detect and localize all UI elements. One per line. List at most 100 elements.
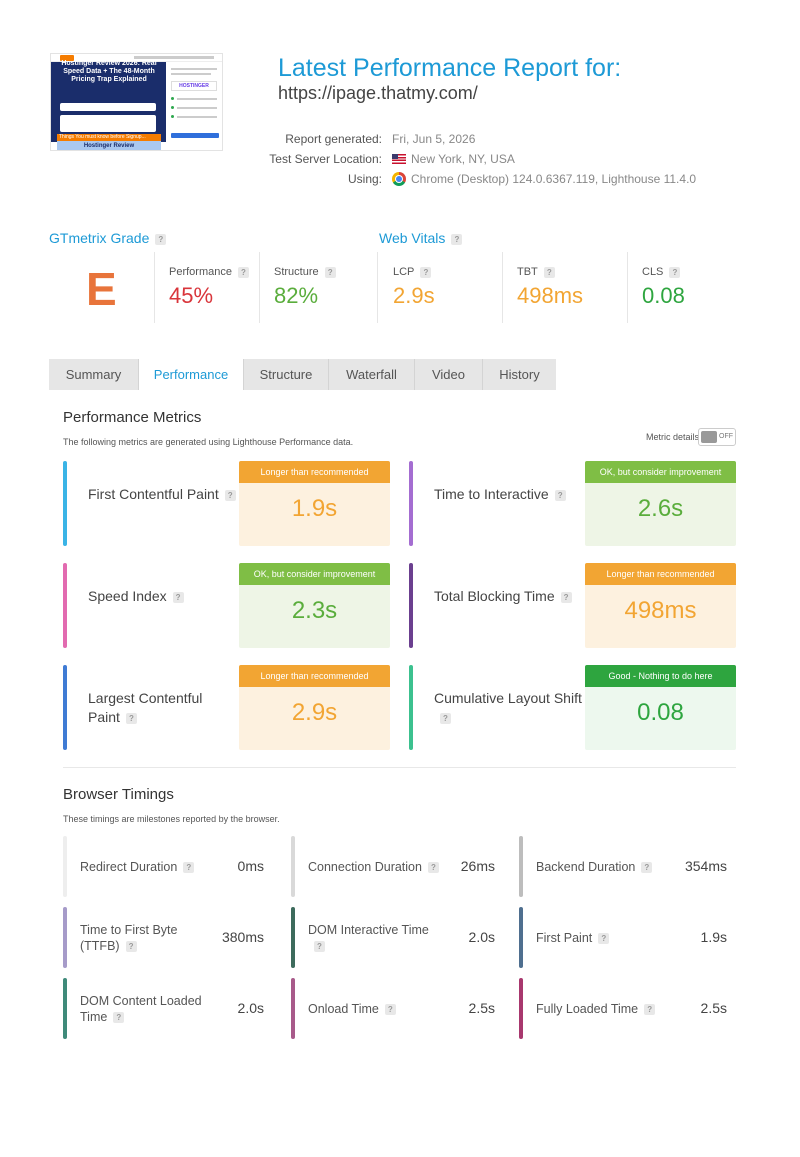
tbt-label-text: TBT xyxy=(517,266,538,278)
help-icon[interactable]: ? xyxy=(113,1011,125,1023)
help-icon[interactable]: ? xyxy=(644,1003,656,1015)
divider xyxy=(377,252,378,323)
help-icon[interactable]: ? xyxy=(125,712,137,724)
timing-label: DOM Interactive Time? xyxy=(308,907,443,968)
timing-label-text: Time to First Byte (TTFB) xyxy=(80,922,178,953)
performance-metrics-subtitle: The following metrics are generated usin… xyxy=(63,437,354,447)
report-url[interactable]: https://ipage.thatmy.com/ xyxy=(278,83,478,103)
timing-label: First Paint? xyxy=(536,907,671,968)
help-icon[interactable]: ? xyxy=(420,266,432,278)
performance-metrics-title: Performance Metrics xyxy=(63,409,202,426)
help-icon[interactable]: ? xyxy=(427,861,439,873)
meta-value: Fri, Jun 5, 2026 xyxy=(392,132,476,146)
metric-value-box: Good - Nothing to do here 0.08 xyxy=(585,665,736,750)
metric-color-bar xyxy=(63,461,67,546)
help-icon[interactable]: ? xyxy=(669,266,681,278)
metric-status-badge: Longer than recommended xyxy=(585,563,736,585)
tab-summary[interactable]: Summary xyxy=(49,359,139,390)
help-icon[interactable]: ? xyxy=(237,266,249,278)
metric-value-box: Longer than recommended 1.9s xyxy=(239,461,390,546)
help-icon[interactable]: ? xyxy=(641,861,653,873)
metric-value-box: OK, but consider improvement 2.3s xyxy=(239,563,390,648)
meta-label: Using: xyxy=(347,172,382,186)
cls-label-text: CLS xyxy=(642,266,664,278)
metric-color-bar xyxy=(63,665,67,750)
thumbnail-hero-title: Hostinger Review 2026: Real Speed Data +… xyxy=(61,60,157,83)
browser-timings-title: Browser Timings xyxy=(63,786,174,803)
help-icon[interactable]: ? xyxy=(125,940,137,952)
tab-waterfall[interactable]: Waterfall xyxy=(329,359,415,390)
metric-value-box: Longer than recommended 498ms xyxy=(585,563,736,648)
divider xyxy=(259,252,260,323)
tab-performance[interactable]: Performance xyxy=(139,359,244,390)
metric-status-badge: OK, but consider improvement xyxy=(239,563,390,585)
timing-label-text: First Paint xyxy=(536,930,593,945)
timing-label-text: Fully Loaded Time xyxy=(536,1001,639,1016)
browser-timing-item: First Paint? 1.9s xyxy=(519,907,727,968)
cls-value: 0.08 xyxy=(642,283,685,308)
help-icon[interactable]: ? xyxy=(314,940,325,952)
browser-timing-item: Time to First Byte (TTFB)? 380ms xyxy=(63,907,264,968)
performance-metric-card: Cumulative Layout Shift? Good - Nothing t… xyxy=(409,665,736,750)
grade-letter: E xyxy=(86,263,117,315)
help-icon[interactable]: ? xyxy=(440,712,451,724)
metric-status-badge: Longer than recommended xyxy=(239,461,390,483)
help-icon[interactable]: ? xyxy=(543,266,555,278)
metric-status-badge: Longer than recommended xyxy=(239,665,390,687)
timing-value: 354ms xyxy=(684,858,727,874)
thumbnail-logo xyxy=(60,55,74,61)
tab-video[interactable]: Video xyxy=(415,359,483,390)
performance-metric-card: Time to Interactive? OK, but consider imp… xyxy=(409,461,736,546)
tab-history[interactable]: History xyxy=(483,359,556,390)
performance-score: 45% xyxy=(169,283,214,308)
divider xyxy=(154,252,155,323)
metric-details-toggle[interactable]: OFF xyxy=(698,428,736,446)
help-icon[interactable]: ? xyxy=(172,591,184,603)
timing-value: 0ms xyxy=(237,858,264,874)
metric-name: Speed Index? xyxy=(88,587,238,606)
browser-timing-item: Backend Duration? 354ms xyxy=(519,836,727,897)
thumbnail-sidebar xyxy=(168,64,222,144)
gtmetrix-grade-heading-text: GTmetrix Grade xyxy=(49,230,150,246)
thumbnail-check-icon xyxy=(171,97,174,100)
help-icon[interactable]: ? xyxy=(384,1003,396,1015)
timing-value: 26ms xyxy=(460,858,495,874)
thumbnail-brand: HOSTINGER xyxy=(171,81,217,91)
timing-label: Fully Loaded Time? xyxy=(536,978,671,1039)
timing-label-text: Connection Duration xyxy=(308,859,422,874)
web-vitals-heading-text: Web Vitals xyxy=(379,230,446,246)
help-icon[interactable]: ? xyxy=(224,489,236,501)
meta-label: Report generated: xyxy=(285,132,382,146)
help-icon[interactable]: ? xyxy=(554,489,566,501)
thumbnail-line xyxy=(177,98,217,100)
browser-timing-item: Onload Time? 2.5s xyxy=(291,978,495,1039)
us-flag-icon xyxy=(392,154,406,164)
metric-name-text: Speed Index xyxy=(88,588,167,604)
page-screenshot-thumbnail[interactable]: Hostinger Review 2026: Real Speed Data +… xyxy=(50,53,223,151)
section-divider xyxy=(63,767,736,768)
help-icon[interactable]: ? xyxy=(451,233,463,245)
metric-name-text: Total Blocking Time xyxy=(434,588,555,604)
meta-value: New York, NY, USA xyxy=(411,152,515,166)
help-icon[interactable]: ? xyxy=(324,266,336,278)
divider xyxy=(627,252,628,323)
tab-structure[interactable]: Structure xyxy=(244,359,329,390)
thumbnail-line xyxy=(171,73,211,75)
thumbnail-card xyxy=(60,115,156,132)
performance-metric-card: Speed Index? OK, but consider improvement… xyxy=(63,563,390,648)
help-icon[interactable]: ? xyxy=(560,591,572,603)
thumbnail-strip-text: Things You must know before Signup... xyxy=(59,134,146,140)
thumbnail-line xyxy=(177,107,217,109)
help-icon[interactable]: ? xyxy=(155,233,167,245)
meta-value: Chrome (Desktop) 124.0.6367.119, Lightho… xyxy=(411,172,697,186)
help-icon[interactable]: ? xyxy=(183,861,195,873)
metric-value: 498ms xyxy=(624,597,697,624)
metric-status-badge: OK, but consider improvement xyxy=(585,461,736,483)
help-icon[interactable]: ? xyxy=(598,932,610,944)
toggle-state: OFF xyxy=(719,433,733,440)
thumbnail-card xyxy=(60,103,156,111)
timing-value: 380ms xyxy=(221,929,264,945)
thumbnail-strip xyxy=(57,134,161,141)
timing-label-text: Onload Time xyxy=(308,1001,379,1016)
metric-name: Time to Interactive? xyxy=(434,485,584,504)
